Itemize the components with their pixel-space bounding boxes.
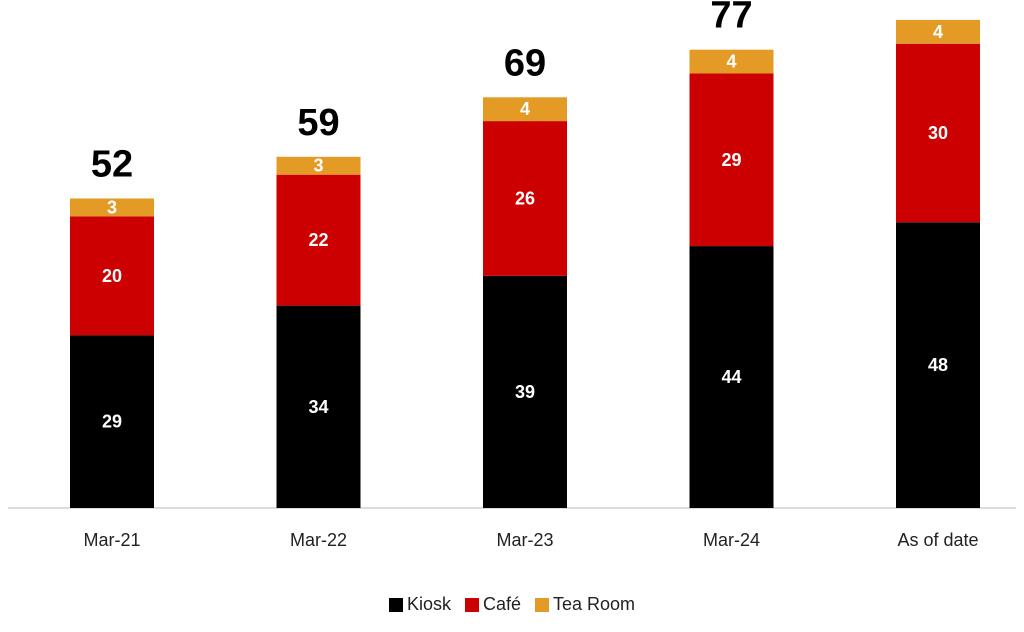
bar-segment-kiosk-mar-23 [483, 275, 567, 508]
bar-segment-kiosk-mar-21 [70, 335, 154, 508]
data-label-tea-room-mar-22: 3 [313, 156, 323, 176]
bar-segment-cafe-mar-24 [689, 73, 774, 247]
total-label-mar-24: 77 [710, 0, 752, 37]
data-label-cafe-mar-22: 22 [308, 230, 328, 250]
data-label-cafe-as-of-date: 30 [928, 123, 948, 143]
bar-segment-cafe-mar-21 [70, 216, 154, 336]
legend-label-kiosk: Kiosk [406, 594, 451, 614]
total-label-mar-22: 59 [297, 102, 339, 144]
total-label-mar-21: 52 [91, 143, 133, 185]
bar-segment-cafe-mar-23 [483, 121, 567, 276]
legend-swatch-kiosk [388, 597, 403, 612]
bar-segment-tea-room-mar-24 [689, 49, 774, 74]
data-label-kiosk-mar-21: 29 [102, 412, 122, 432]
bar-segment-kiosk-mar-22 [276, 305, 361, 508]
bar-segment-tea-room-mar-23 [483, 97, 567, 122]
x-tick-label-mar-24: Mar-24 [703, 530, 760, 550]
data-label-cafe-mar-21: 20 [102, 266, 122, 286]
legend-swatch-tea-room [535, 597, 549, 612]
legend-label-cafe: Café [482, 594, 521, 614]
legend: Kiosk Café Tea Room [0, 594, 1024, 615]
bar-segment-kiosk-as-of-date [896, 222, 980, 509]
bar-segment-cafe-as-of-date [896, 43, 980, 223]
bar-segment-tea-room-as-of-date [896, 19, 980, 44]
total-label-mar-23: 69 [504, 42, 546, 84]
data-label-kiosk-mar-23: 39 [515, 382, 535, 402]
data-label-cafe-mar-23: 26 [515, 188, 535, 208]
total-label-as-of-date: 82 [917, 0, 959, 7]
data-label-kiosk-mar-24: 44 [721, 367, 741, 387]
bar-segment-tea-room-mar-22 [276, 156, 361, 175]
x-tick-label-mar-21: Mar-21 [83, 530, 140, 550]
data-label-tea-room-mar-24: 4 [726, 52, 736, 72]
legend-item-cafe: Café [464, 594, 521, 615]
x-tick-label-mar-23: Mar-23 [496, 530, 553, 550]
bar-segment-cafe-mar-22 [276, 174, 361, 306]
data-label-tea-room-mar-23: 4 [520, 99, 530, 119]
legend-item-kiosk: Kiosk [388, 594, 451, 615]
data-label-tea-room-mar-21: 3 [107, 197, 117, 217]
legend-swatch-cafe [464, 597, 479, 612]
data-label-tea-room-as-of-date: 4 [933, 22, 943, 42]
data-label-kiosk-mar-22: 34 [308, 397, 328, 417]
bar-segment-tea-room-mar-21 [70, 198, 154, 217]
labels-layer: 29 20 3 52 Mar-21 34 22 3 59 Mar-22 39 26 4 69 Mar-23 4… [83, 0, 978, 550]
bar-segment-kiosk-mar-24 [689, 246, 774, 508]
x-tick-label-mar-22: Mar-22 [290, 530, 347, 550]
data-label-kiosk-as-of-date: 48 [928, 355, 948, 375]
bars-layer [70, 19, 980, 509]
data-label-cafe-mar-24: 29 [721, 150, 741, 170]
legend-item-tea-room: Tea Room [535, 594, 635, 615]
legend-label-tea-room: Tea Room [553, 594, 636, 614]
x-tick-label-as-of-date: As of date [897, 530, 978, 550]
